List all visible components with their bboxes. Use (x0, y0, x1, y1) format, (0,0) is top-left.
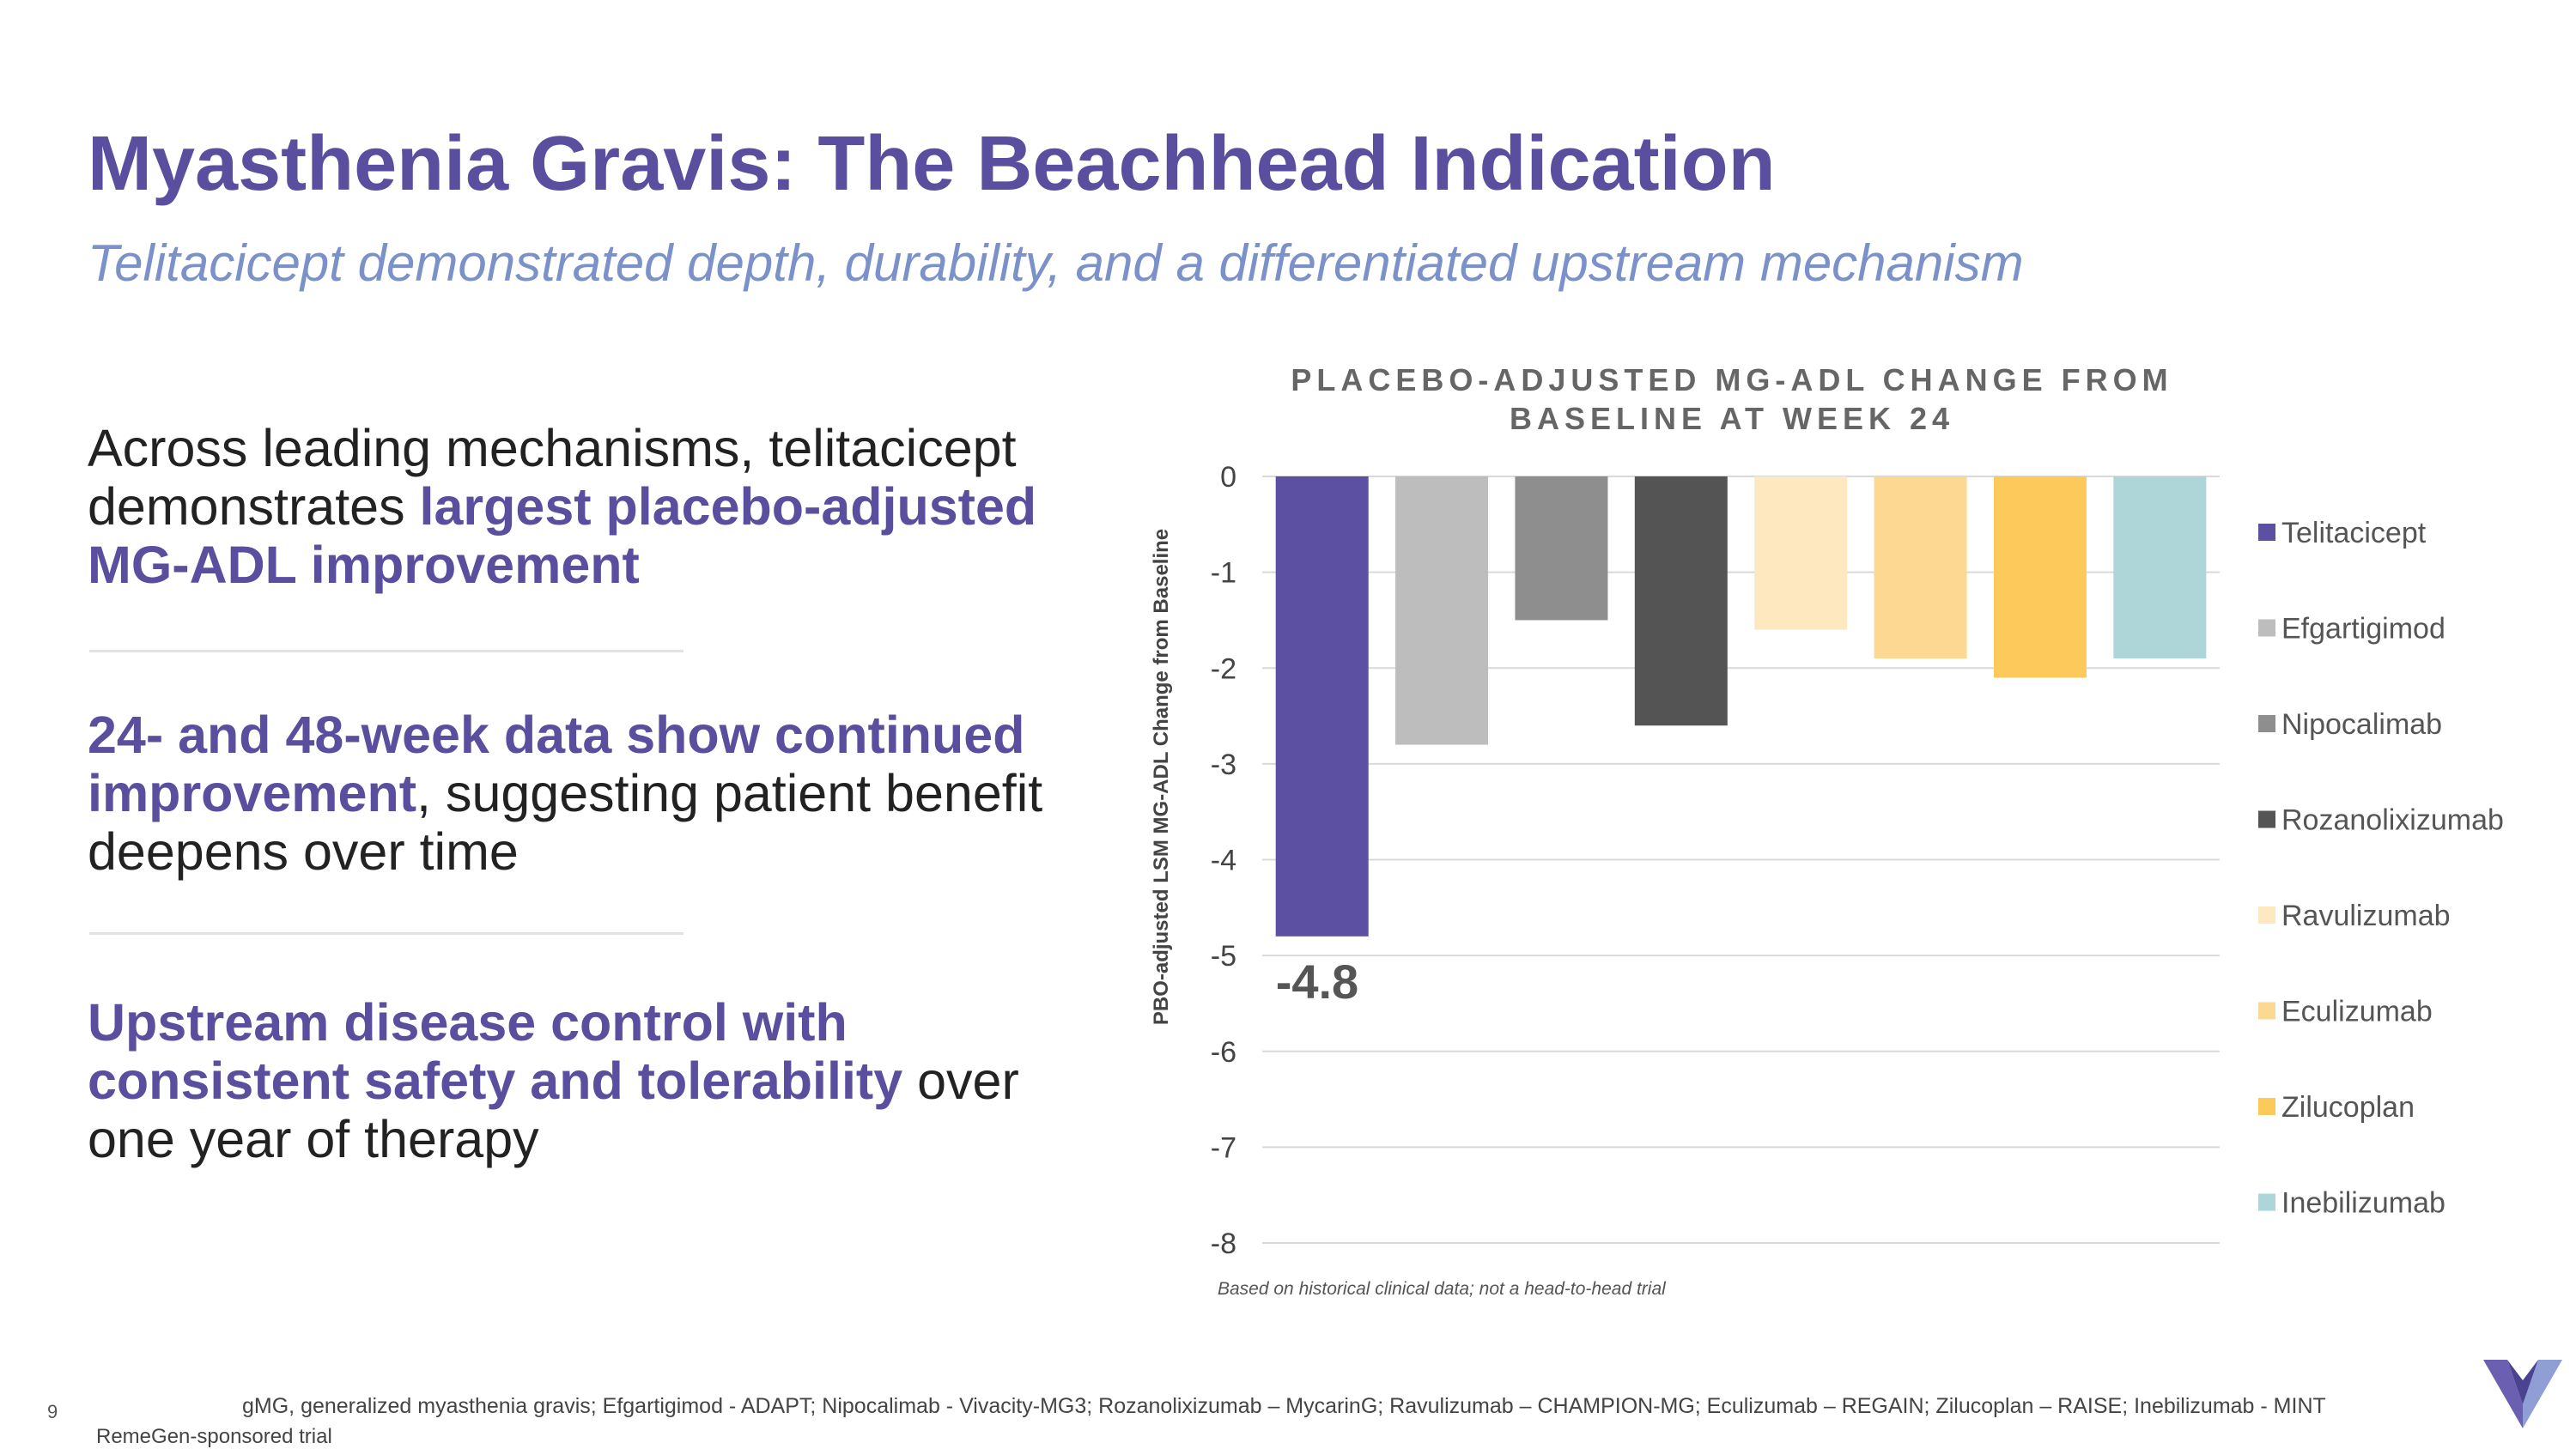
legend-swatch (2258, 715, 2275, 732)
bullet-highlight: 24- and 48-week data show continued impr… (88, 706, 1025, 822)
bar-chart: PLACEBO-ADJUSTED MG-ADL CHANGE FROM BASEL… (1211, 362, 2504, 1260)
legend-label: Zilucoplan (2281, 1091, 2415, 1124)
bullet-text: over one year of therapy (88, 1052, 1019, 1168)
bullet-text: Across leading mechanisms, telitacicept … (88, 419, 1017, 536)
bar-efgartigimod (1395, 476, 1489, 745)
v-logo-icon (2483, 1360, 2562, 1428)
bar-telitacicept (1275, 476, 1369, 937)
y-tick-label: -5 (1211, 940, 1236, 973)
bar-eculizumab (1874, 476, 1967, 659)
y-tick-label: -2 (1211, 652, 1236, 685)
legend-label: Ravulizumab (2281, 900, 2451, 932)
bar-zilucoplan (1993, 476, 2087, 678)
chart-title: BASELINE AT WEEK 24 (1510, 401, 1954, 436)
page-number: 9 (47, 1401, 58, 1422)
bar-inebilizumab (2113, 476, 2207, 659)
legend-label: Nipocalimab (2281, 708, 2442, 741)
logo-right-stroke (2523, 1360, 2562, 1428)
legend-swatch (2258, 906, 2275, 924)
logo-left-stroke (2483, 1360, 2523, 1428)
bullet-highlight: largest placebo-adjusted MG-ADL improvem… (88, 477, 1037, 594)
y-tick-label: -6 (1211, 1036, 1236, 1069)
bullet-highlight: Upstream disease control with consistent… (88, 993, 903, 1110)
y-tick-label: -1 (1211, 557, 1236, 590)
bar-nipocalimab (1515, 476, 1608, 621)
legend-swatch (2258, 619, 2275, 637)
legend-label: Rozanolixizumab (2281, 804, 2504, 837)
sponsor-note: RemeGen-sponsored trial (96, 1425, 332, 1448)
divider (89, 650, 683, 652)
y-tick-label: 0 (1220, 461, 1236, 494)
y-tick-label: -3 (1211, 749, 1236, 781)
legend-swatch (2258, 524, 2275, 541)
legend-label: Efgartigimod (2281, 613, 2445, 646)
bullet-largest-improvement: Across leading mechanisms, telitacicept … (88, 419, 1118, 594)
legend-label: Telitacicept (2281, 517, 2427, 549)
page-subtitle: Telitacicept demonstrated depth, durabil… (88, 234, 2024, 292)
chart-title: PLACEBO-ADJUSTED MG-ADL CHANGE FROM (1291, 362, 2172, 397)
bullet-continued-improvement: 24- and 48-week data show continued impr… (88, 706, 1118, 881)
legend-label: Eculizumab (2281, 996, 2433, 1028)
page-title: Myasthenia Gravis: The Beachhead Indicat… (88, 121, 1776, 207)
divider (89, 932, 683, 935)
data-label: -4.8 (1276, 955, 1359, 1009)
bullet-text: , suggesting patient benefit deepens ove… (88, 764, 1043, 881)
y-tick-label: -4 (1211, 845, 1236, 877)
legend-swatch (2258, 1098, 2275, 1115)
y-tick-label: -8 (1211, 1228, 1236, 1260)
bullet-upstream-control: Upstream disease control with consistent… (88, 993, 1118, 1168)
references: gMG, generalized myasthenia gravis; Efga… (242, 1394, 2326, 1418)
legend-label: Inebilizumab (2281, 1187, 2445, 1220)
y-tick-label: -7 (1211, 1131, 1236, 1164)
legend-swatch (2258, 810, 2275, 828)
legend-swatch (2258, 1193, 2275, 1211)
legend-swatch (2258, 1002, 2275, 1020)
bar-rozanolixizumab (1634, 476, 1728, 726)
y-axis-label: PBO-adjusted LSM MG-ADL Change from Base… (1150, 528, 1173, 1026)
chart-footnote: Based on historical clinical data; not a… (1218, 1279, 1666, 1299)
logo-center-notch (2507, 1360, 2538, 1404)
bar-ravulizumab (1754, 476, 1848, 630)
